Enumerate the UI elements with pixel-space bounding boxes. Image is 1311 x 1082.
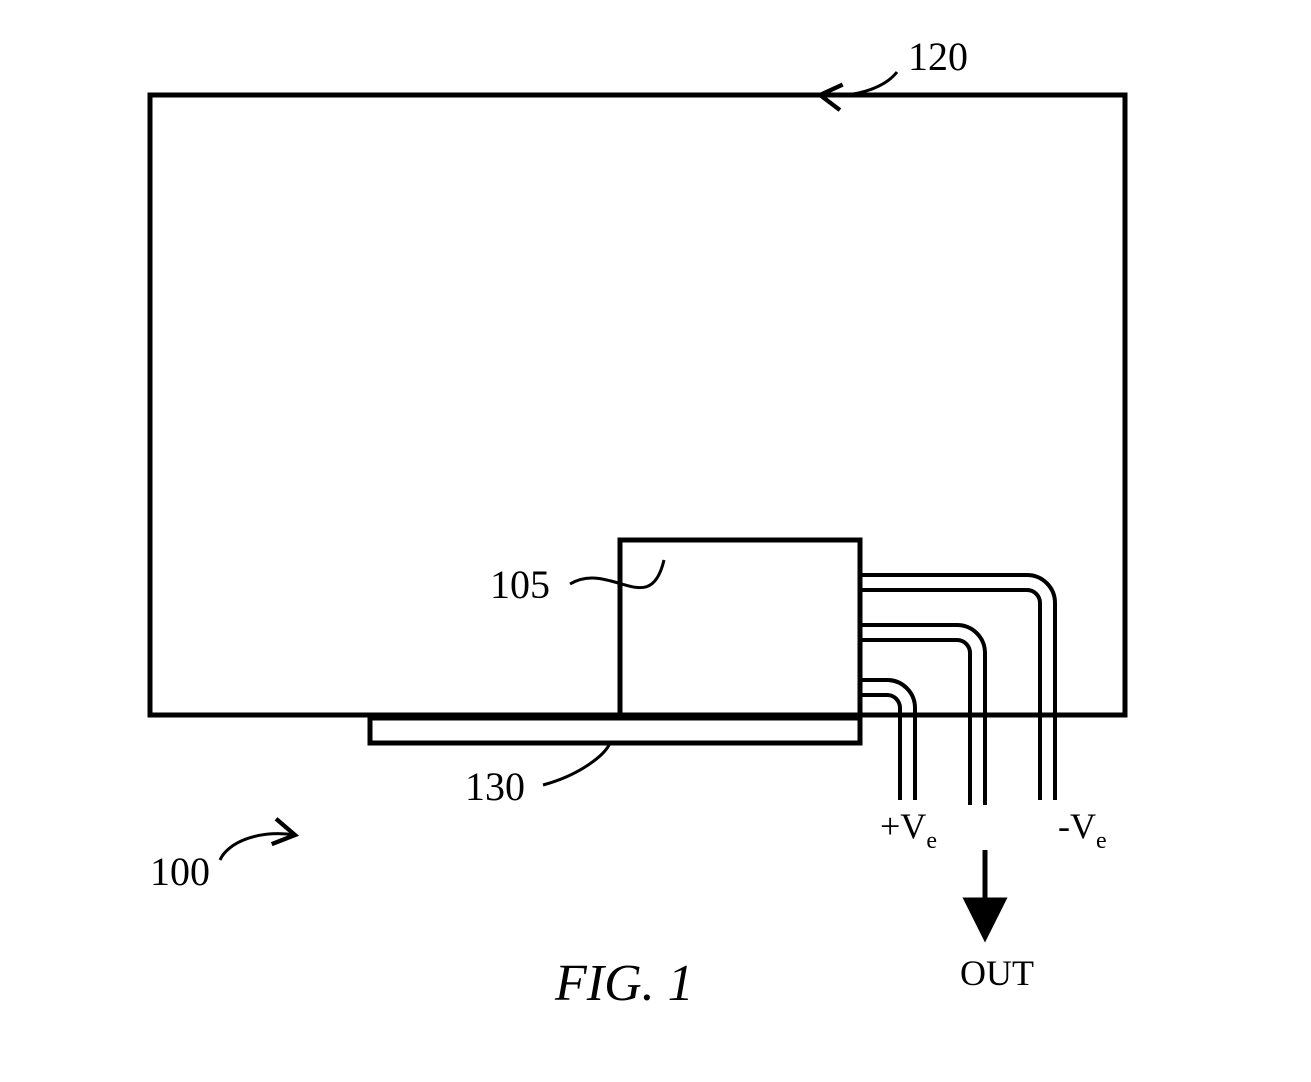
svg-text:+Ve: +Ve	[880, 806, 937, 854]
svg-text:-Ve: -Ve	[1058, 806, 1107, 854]
svg-text:105: 105	[490, 562, 550, 607]
svg-text:120: 120	[908, 34, 968, 79]
svg-text:100: 100	[150, 849, 210, 894]
svg-text:130: 130	[465, 764, 525, 809]
svg-text:FIG. 1: FIG. 1	[554, 955, 694, 1012]
svg-text:OUT: OUT	[960, 953, 1034, 993]
patent-figure-1: 120 100 105 130 +Ve -Ve OUT FIG. 1	[0, 0, 1311, 1082]
